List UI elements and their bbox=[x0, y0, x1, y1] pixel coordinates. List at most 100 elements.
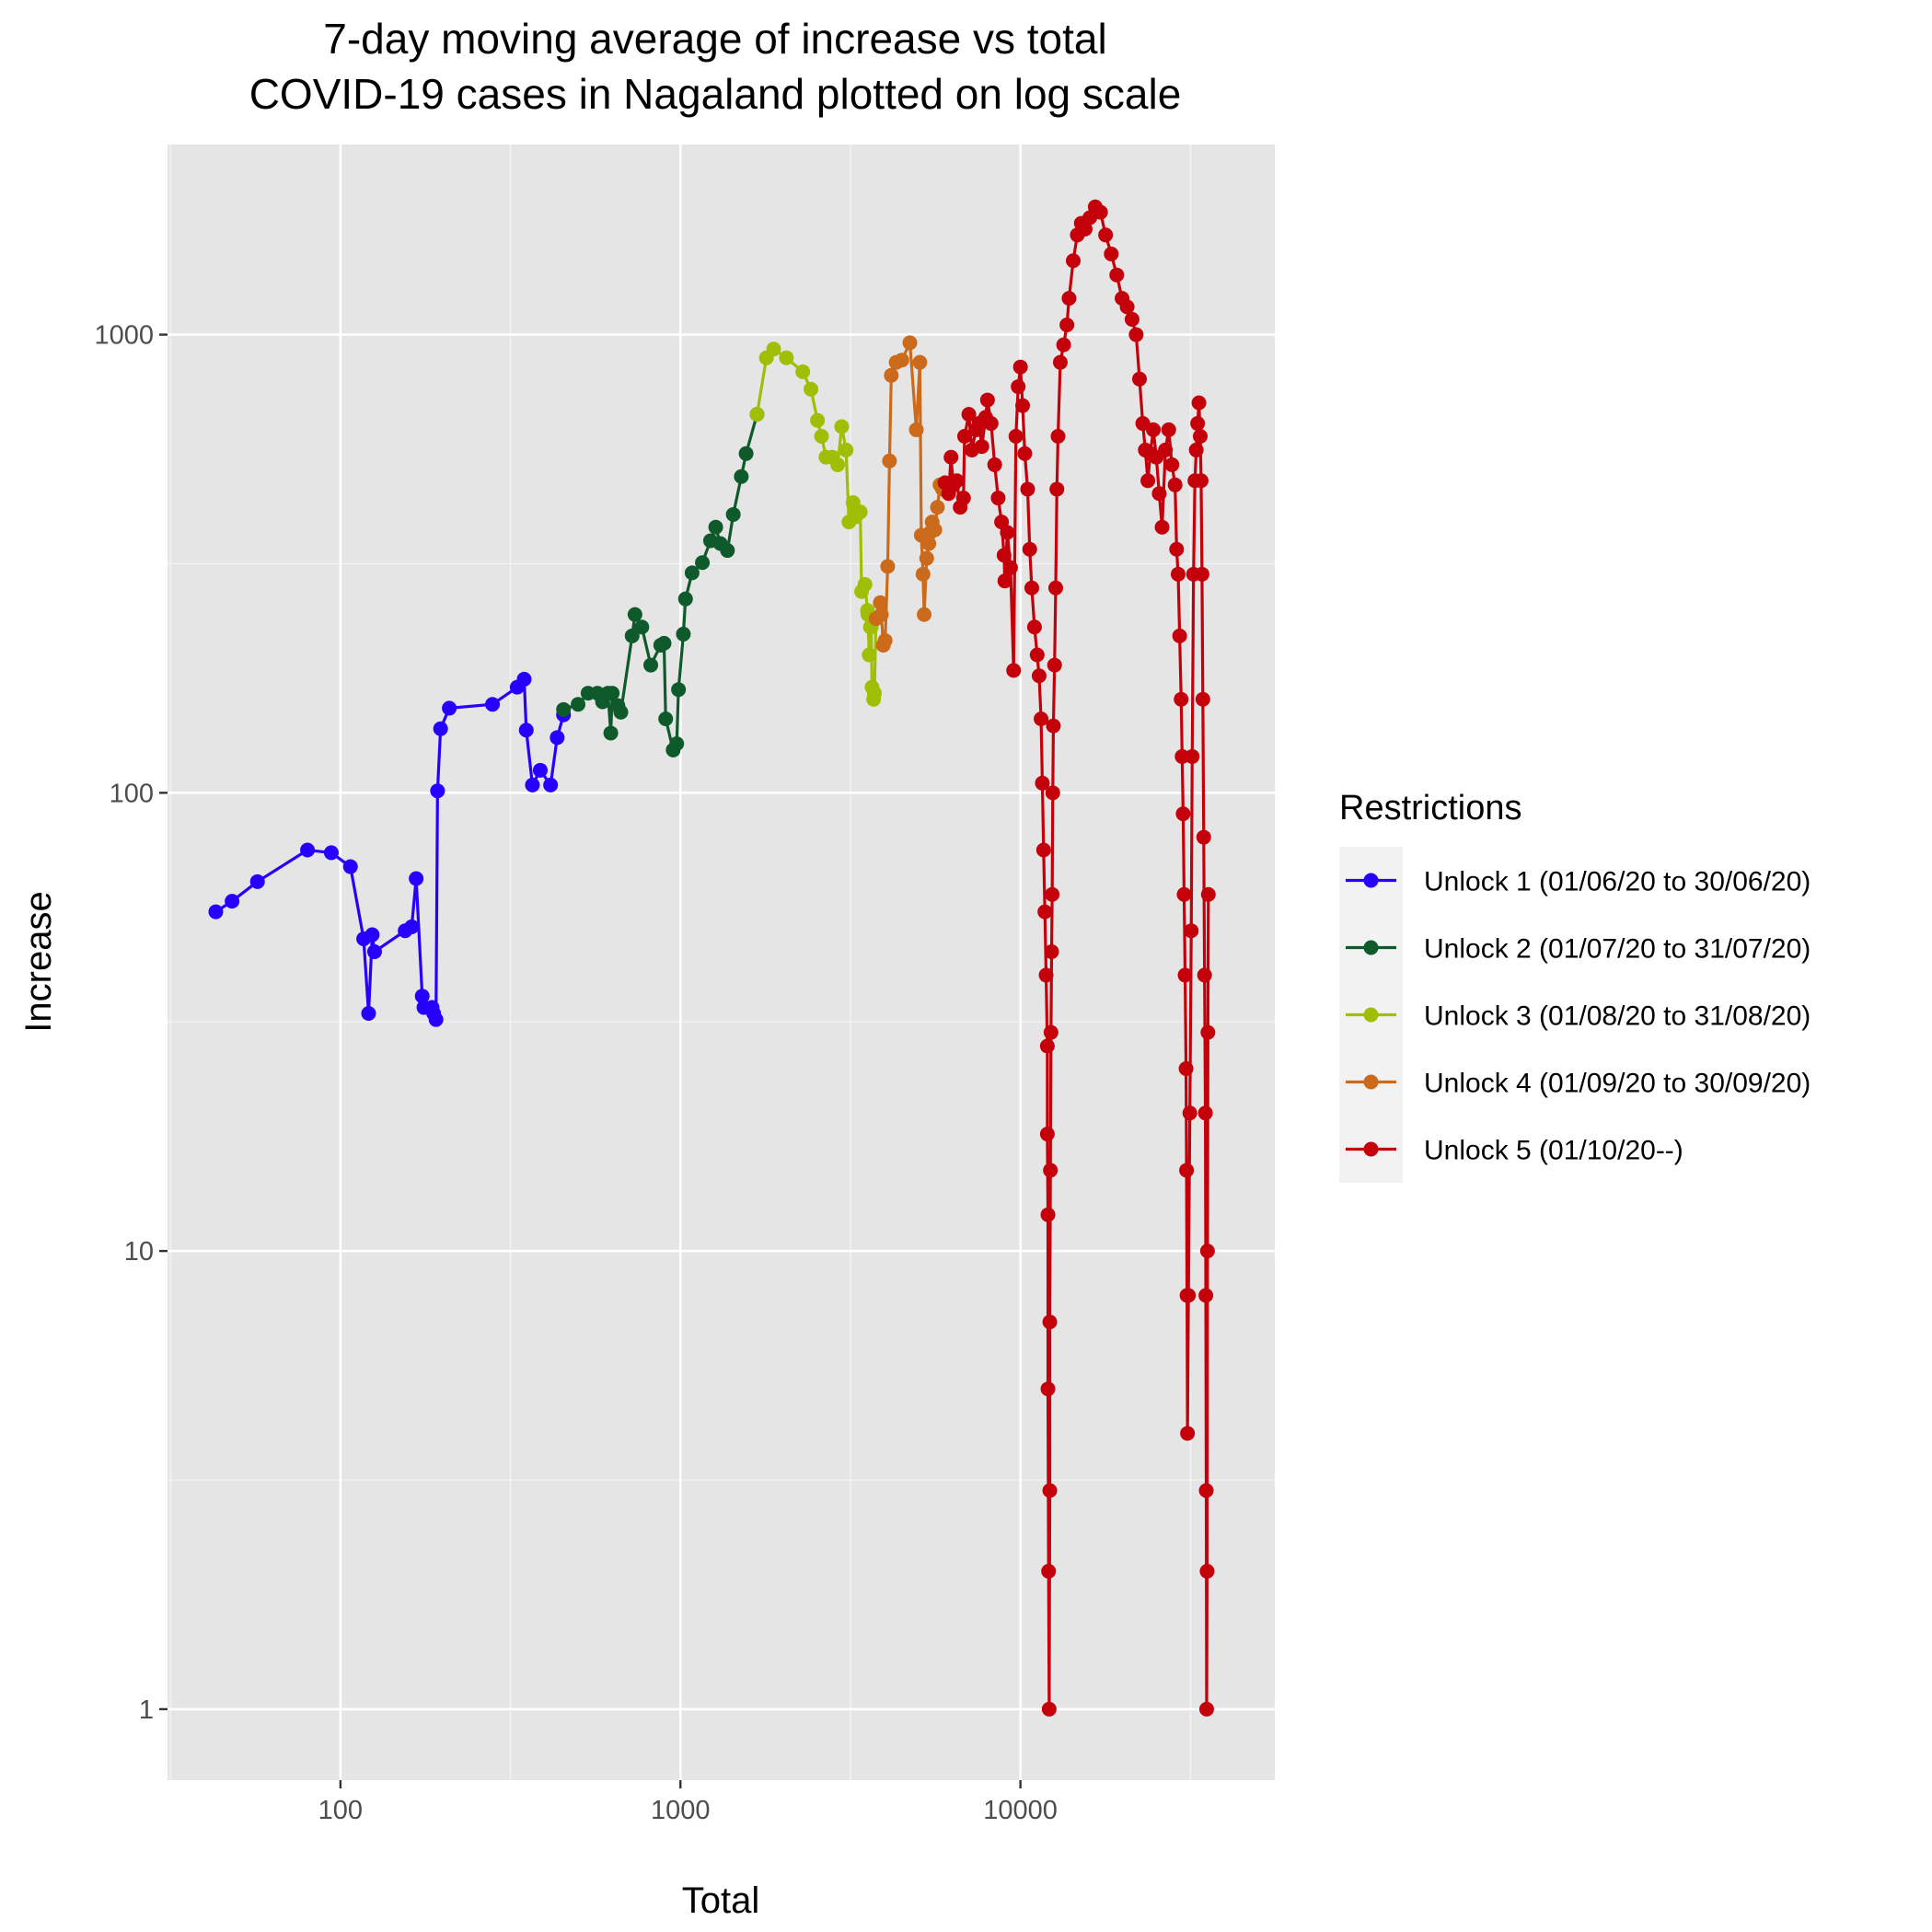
data-point bbox=[249, 873, 265, 889]
data-point bbox=[1024, 580, 1039, 596]
data-point bbox=[749, 407, 765, 422]
data-point bbox=[1043, 1024, 1059, 1040]
data-point bbox=[1006, 663, 1022, 678]
data-point bbox=[1174, 691, 1189, 707]
data-point bbox=[880, 559, 896, 574]
data-point bbox=[956, 429, 972, 444]
data-point bbox=[804, 381, 819, 397]
data-point bbox=[834, 419, 850, 434]
data-point bbox=[624, 628, 640, 643]
data-point bbox=[643, 657, 659, 673]
data-point bbox=[738, 445, 754, 461]
data-point bbox=[1061, 291, 1077, 307]
data-point bbox=[997, 573, 1012, 589]
data-point bbox=[949, 473, 965, 489]
data-point bbox=[1184, 923, 1199, 939]
data-point bbox=[1040, 1381, 1056, 1396]
data-point bbox=[671, 682, 687, 698]
data-point bbox=[795, 364, 811, 379]
data-point bbox=[1000, 525, 1015, 540]
data-point bbox=[882, 453, 897, 469]
legend: Restrictions Unlock 1 (01/06/20 to 30/06… bbox=[1339, 789, 1811, 1183]
x-axis: 100 1000 10000 bbox=[318, 1780, 1058, 1825]
data-point bbox=[779, 350, 794, 365]
legend-label: Unlock 5 (01/10/20--) bbox=[1424, 1136, 1683, 1166]
data-point bbox=[516, 671, 532, 687]
x-axis-title: Total bbox=[682, 1880, 760, 1921]
data-point bbox=[605, 686, 620, 701]
data-point bbox=[1200, 886, 1216, 902]
data-point bbox=[1177, 967, 1193, 983]
data-point bbox=[677, 591, 693, 607]
data-point bbox=[1119, 299, 1135, 315]
data-point bbox=[225, 894, 240, 909]
data-point bbox=[695, 555, 711, 571]
data-point bbox=[857, 576, 873, 592]
data-point bbox=[1158, 442, 1174, 457]
legend-label: Unlock 3 (01/08/20 to 31/08/20) bbox=[1424, 1001, 1811, 1032]
data-point bbox=[1008, 429, 1024, 444]
data-point bbox=[300, 842, 316, 858]
data-point bbox=[1188, 442, 1204, 457]
data-point bbox=[852, 504, 868, 520]
data-point bbox=[1169, 541, 1185, 557]
data-point bbox=[766, 341, 781, 357]
data-point bbox=[867, 686, 882, 701]
data-point bbox=[1161, 422, 1176, 437]
data-point bbox=[720, 543, 735, 559]
data-point bbox=[433, 721, 448, 736]
data-point bbox=[873, 607, 889, 622]
data-point bbox=[1198, 1701, 1214, 1717]
data-point bbox=[1197, 1105, 1213, 1121]
data-point bbox=[915, 566, 931, 582]
data-point bbox=[550, 730, 565, 746]
data-point bbox=[676, 626, 691, 642]
plot-panel bbox=[168, 145, 1275, 1780]
legend-label: Unlock 1 (01/06/20 to 30/06/20) bbox=[1424, 867, 1811, 897]
data-point bbox=[1179, 1163, 1195, 1178]
data-point bbox=[1167, 477, 1183, 492]
data-point bbox=[1039, 1038, 1055, 1054]
data-point bbox=[518, 723, 534, 738]
legend-label: Unlock 4 (01/09/20 to 30/09/20) bbox=[1424, 1069, 1811, 1099]
data-point bbox=[1098, 227, 1114, 243]
data-point bbox=[921, 536, 937, 551]
data-point bbox=[1035, 842, 1051, 858]
data-point bbox=[1039, 1127, 1055, 1142]
legend-items: Unlock 1 (01/06/20 to 30/06/20) Unlock 2 … bbox=[1339, 847, 1811, 1183]
data-point bbox=[1031, 668, 1047, 684]
data-point bbox=[830, 457, 846, 472]
data-point bbox=[734, 469, 749, 484]
data-point bbox=[208, 904, 224, 920]
grid-major bbox=[168, 145, 1275, 1780]
data-point bbox=[961, 407, 977, 422]
data-point bbox=[1191, 395, 1207, 411]
data-point bbox=[1015, 398, 1031, 413]
data-point bbox=[1037, 904, 1053, 920]
data-point bbox=[1022, 541, 1037, 557]
y-axis-title: Increase bbox=[18, 891, 59, 1032]
data-point bbox=[1059, 318, 1075, 333]
data-point bbox=[1176, 886, 1192, 902]
data-point bbox=[919, 550, 934, 566]
data-point bbox=[1050, 429, 1066, 444]
data-point bbox=[1196, 829, 1211, 845]
legend-item: Unlock 3 (01/08/20 to 31/08/20) bbox=[1339, 981, 1811, 1048]
legend-key-point bbox=[1363, 1141, 1379, 1157]
y-tick-label: 100 bbox=[110, 779, 154, 808]
data-point bbox=[1200, 1024, 1216, 1040]
data-point bbox=[1132, 371, 1148, 387]
y-tick-label: 1 bbox=[139, 1695, 154, 1725]
data-point bbox=[1193, 473, 1209, 489]
data-point bbox=[912, 354, 928, 370]
data-point bbox=[1044, 943, 1059, 959]
data-point bbox=[1002, 560, 1018, 575]
data-point bbox=[1194, 566, 1209, 582]
data-point bbox=[409, 871, 424, 886]
data-point bbox=[1043, 1163, 1059, 1178]
data-point bbox=[428, 1012, 444, 1027]
data-point bbox=[1151, 486, 1167, 502]
x-tick-label: 10000 bbox=[983, 1796, 1058, 1825]
legend-key-point bbox=[1363, 940, 1379, 955]
data-point bbox=[556, 701, 572, 717]
